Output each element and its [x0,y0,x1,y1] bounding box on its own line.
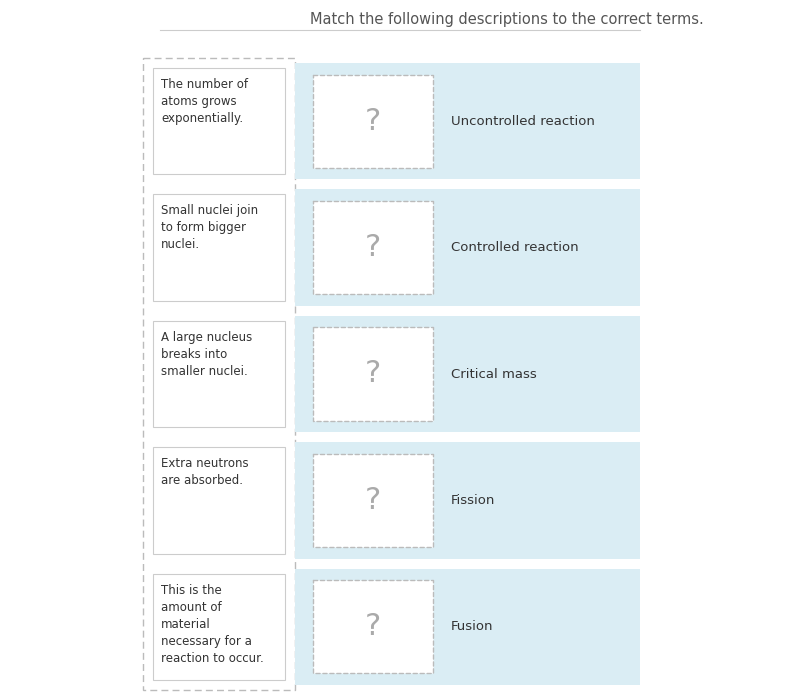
Bar [295,569,640,685]
Bar [313,74,433,167]
Bar [313,580,433,673]
Bar [295,316,640,432]
Text: Fission: Fission [451,494,495,507]
Text: ?: ? [365,612,381,641]
Bar [295,63,640,179]
Text: ?: ? [365,359,381,389]
Bar [313,201,433,294]
Bar [295,442,640,559]
Text: This is the
amount of
material
necessary for a
reaction to occur.: This is the amount of material necessary… [161,584,264,664]
Text: Critical mass: Critical mass [451,368,537,380]
Text: ?: ? [365,233,381,262]
Text: ?: ? [365,107,381,136]
Text: Fusion: Fusion [451,621,494,633]
Bar [153,447,285,554]
Text: ?: ? [365,486,381,515]
Bar [153,573,285,680]
Bar [153,321,285,427]
Bar [313,454,433,547]
Text: The number of
atoms grows
exponentially.: The number of atoms grows exponentially. [161,78,248,125]
Bar [313,327,433,420]
Text: Small nuclei join
to form bigger
nuclei.: Small nuclei join to form bigger nuclei. [161,204,258,252]
Text: A large nucleus
breaks into
smaller nuclei.: A large nucleus breaks into smaller nucl… [161,331,252,378]
Bar [153,195,285,301]
Text: Uncontrolled reaction: Uncontrolled reaction [451,115,595,128]
Text: Extra neutrons
are absorbed.: Extra neutrons are absorbed. [161,457,249,487]
Text: Controlled reaction: Controlled reaction [451,241,578,254]
Bar [153,68,285,174]
Text: Match the following descriptions to the correct terms.: Match the following descriptions to the … [310,12,704,27]
Bar [295,190,640,306]
